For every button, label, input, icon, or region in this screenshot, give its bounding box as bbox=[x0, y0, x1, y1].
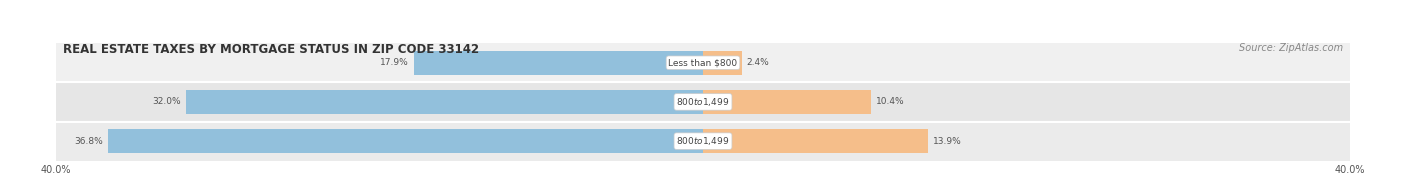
Text: 10.4%: 10.4% bbox=[876, 97, 904, 106]
Bar bbox=[56, 122, 1350, 161]
Bar bbox=[703, 51, 742, 75]
Text: $800 to $1,499: $800 to $1,499 bbox=[676, 135, 730, 147]
Bar bbox=[56, 82, 1350, 122]
Text: 13.9%: 13.9% bbox=[932, 137, 962, 146]
Text: $800 to $1,499: $800 to $1,499 bbox=[676, 96, 730, 108]
Text: 32.0%: 32.0% bbox=[152, 97, 181, 106]
Text: 17.9%: 17.9% bbox=[380, 58, 409, 67]
Bar bbox=[108, 129, 703, 153]
Bar bbox=[186, 90, 703, 114]
Text: Less than $800: Less than $800 bbox=[668, 58, 738, 67]
Text: REAL ESTATE TAXES BY MORTGAGE STATUS IN ZIP CODE 33142: REAL ESTATE TAXES BY MORTGAGE STATUS IN … bbox=[63, 43, 479, 56]
Text: 2.4%: 2.4% bbox=[747, 58, 769, 67]
Bar bbox=[413, 51, 703, 75]
Text: 36.8%: 36.8% bbox=[75, 137, 103, 146]
Bar bbox=[703, 90, 872, 114]
Text: Source: ZipAtlas.com: Source: ZipAtlas.com bbox=[1239, 43, 1343, 53]
Bar bbox=[56, 43, 1350, 82]
Bar bbox=[703, 129, 928, 153]
